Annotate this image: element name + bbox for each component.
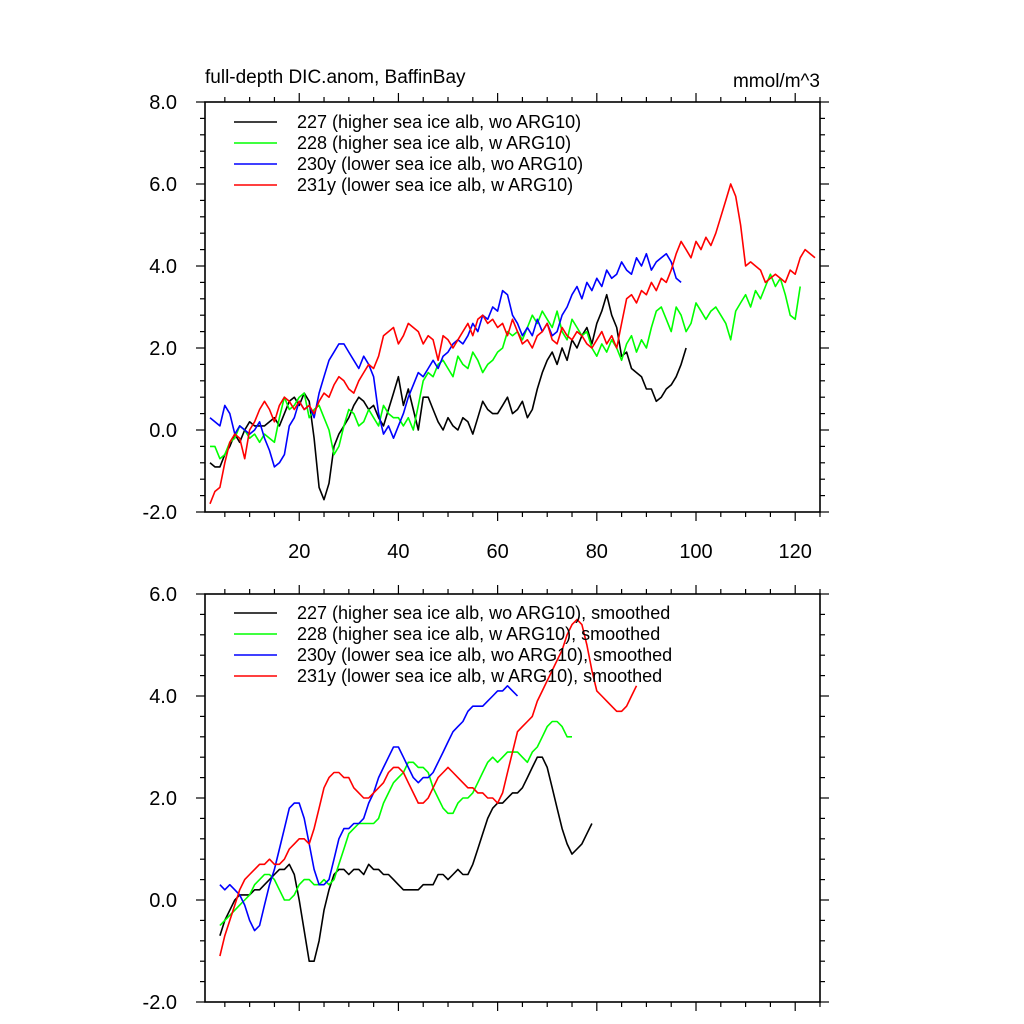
x-tick-label: 20 bbox=[288, 541, 310, 563]
y-tick-label: 0.0 bbox=[149, 420, 177, 442]
x-tick-label: 80 bbox=[586, 541, 608, 563]
units-label: mmol/m^3 bbox=[733, 71, 820, 92]
y-tick-label: -2.0 bbox=[143, 502, 177, 524]
y-tick-label: 6.0 bbox=[149, 584, 177, 606]
series-line-2 bbox=[210, 273, 801, 460]
x-tick-label: 120 bbox=[779, 541, 812, 563]
y-tick-label: 0.0 bbox=[149, 890, 177, 912]
y-tick-label: 2.0 bbox=[149, 338, 177, 360]
series-line-4 bbox=[209, 183, 816, 505]
series-line-4 bbox=[219, 618, 638, 957]
legend-label-3: 230y (lower sea ice alb, wo ARG10), smoo… bbox=[297, 645, 672, 665]
y-tick-label: 6.0 bbox=[149, 174, 177, 196]
series-line-1 bbox=[219, 756, 593, 963]
y-tick-label: 8.0 bbox=[149, 92, 177, 114]
legend-label-2: 228 (higher sea ice alb, w ARG10), smoot… bbox=[297, 624, 660, 644]
panel-2: -2.0 0.0 2.0 4.0 6.0 227 (higher sea ice alb,… bbox=[143, 584, 829, 1014]
chart-title: full-depth DIC.anom, BaffinBay bbox=[205, 67, 466, 88]
y-tick-label: -2.0 bbox=[143, 992, 177, 1014]
legend-label-4: 231y (lower sea ice alb, w ARG10) bbox=[297, 175, 573, 195]
legend-label-3: 230y (lower sea ice alb, wo ARG10) bbox=[297, 154, 583, 174]
x-tick-label: 60 bbox=[486, 541, 508, 563]
series-line-3 bbox=[219, 684, 519, 932]
x-tick-label: 40 bbox=[387, 541, 409, 563]
panel-1: -2.0 0.0 2.0 4.0 6.0 8.0 20 40 60 80 100 120 full-de… bbox=[143, 67, 829, 563]
series-line-1 bbox=[209, 293, 687, 501]
y-tick-label: 4.0 bbox=[149, 256, 177, 278]
plot-frame bbox=[204, 101, 821, 513]
y-tick-label: 4.0 bbox=[149, 686, 177, 708]
series-line-3 bbox=[209, 252, 682, 468]
legend-label-2: 228 (higher sea ice alb, w ARG10) bbox=[297, 133, 571, 153]
y-tick-label: 2.0 bbox=[149, 788, 177, 810]
series-line-2 bbox=[219, 720, 572, 927]
legend-label-4: 231y (lower sea ice alb, w ARG10), smoot… bbox=[297, 666, 662, 686]
legend-label-1: 227 (higher sea ice alb, wo ARG10), smoo… bbox=[297, 603, 670, 623]
legend-label-1: 227 (higher sea ice alb, wo ARG10) bbox=[297, 112, 581, 132]
x-tick-label: 100 bbox=[679, 541, 712, 563]
